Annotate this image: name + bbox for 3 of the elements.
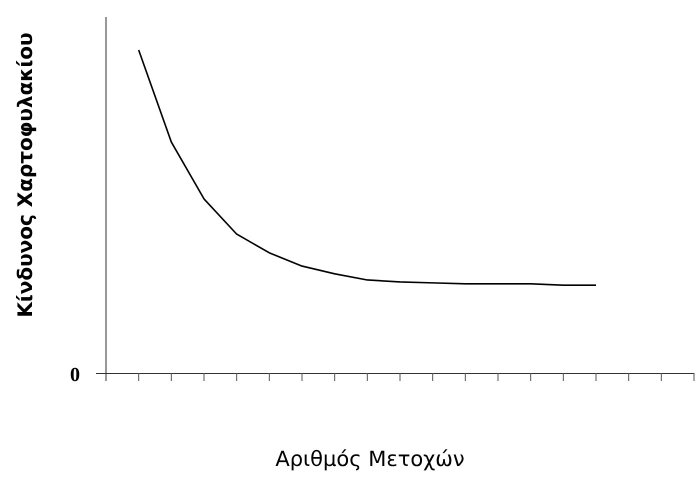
text: 0 xyxy=(70,364,80,386)
x-axis-title: Αριθμός Μετοχών xyxy=(275,447,465,471)
y-axis-title: Κίνδυνος Χαρτοφυλακίου xyxy=(13,32,37,318)
